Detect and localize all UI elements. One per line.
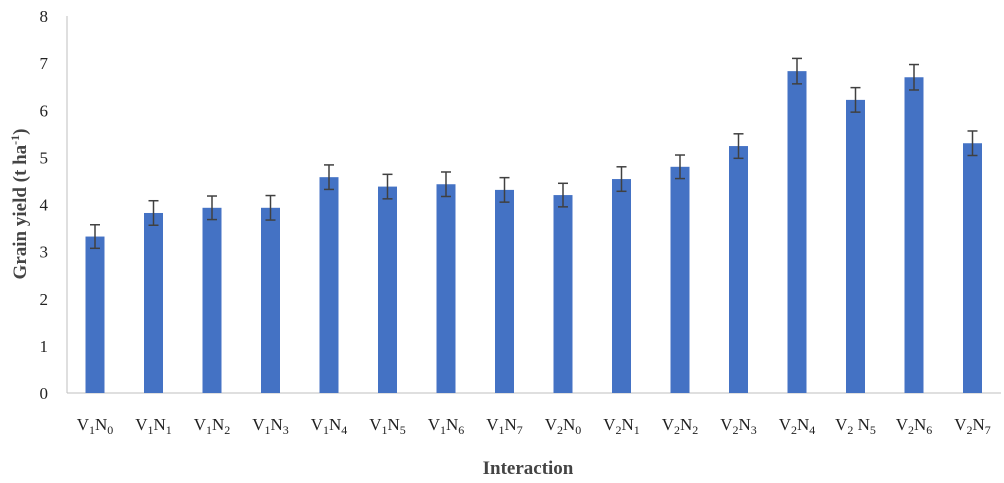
- bar: [963, 143, 982, 393]
- error-bar: [675, 154, 685, 180]
- bar: [85, 236, 105, 393]
- error-bar: [324, 164, 334, 191]
- error-bar: [90, 224, 100, 250]
- bar: [495, 189, 514, 393]
- y-axis-title: Grain yield (t ha-1): [8, 129, 31, 280]
- x-tick-label: V2N6: [896, 415, 933, 437]
- y-tick-label: 4: [40, 196, 49, 215]
- bar: [670, 166, 690, 393]
- bar: [553, 195, 573, 393]
- error-bar: [850, 86, 861, 113]
- y-tick-label: 5: [40, 148, 49, 167]
- x-tick-label: V1N0: [77, 415, 114, 437]
- x-tick-label: V1N3: [252, 415, 289, 437]
- x-tick-label: V2N0: [545, 415, 582, 437]
- error-bar: [265, 194, 276, 221]
- x-axis-title: Interaction: [483, 458, 574, 479]
- error-bar: [382, 173, 393, 200]
- bar: [261, 207, 280, 393]
- error-bar: [558, 182, 568, 208]
- x-tick-label: V2N1: [603, 415, 640, 437]
- y-tick-label: 1: [40, 337, 49, 356]
- y-tick-label: 6: [40, 101, 49, 120]
- x-tick-label: V1N6: [428, 415, 465, 437]
- x-tick-label: V2 N5: [835, 415, 876, 437]
- error-bars: [90, 57, 978, 250]
- bar: [436, 184, 456, 393]
- bar: [612, 179, 631, 393]
- bar: [729, 146, 748, 393]
- error-bar: [909, 63, 919, 91]
- y-axis-title-text: Grain yield (t ha-1): [8, 129, 31, 280]
- x-tick-label: V1N7: [486, 415, 523, 437]
- y-tick-label: 8: [40, 7, 49, 26]
- y-tick-labels: 0 1 2 3 4 5 6 7 8: [40, 7, 49, 403]
- bar: [378, 186, 397, 393]
- error-bar: [967, 130, 978, 157]
- bar: [319, 177, 339, 393]
- x-tick-label: V2N7: [954, 415, 991, 437]
- bar: [846, 99, 865, 393]
- bar: [904, 77, 924, 393]
- bar: [202, 207, 222, 393]
- error-bar: [207, 195, 217, 221]
- x-tick-label: V1N1: [135, 415, 172, 437]
- bar: [144, 212, 163, 393]
- error-bar: [499, 176, 510, 203]
- x-tick-label: V2N4: [779, 415, 816, 437]
- error-bar: [148, 199, 159, 226]
- bars: [85, 71, 982, 393]
- x-tick-label: V1N2: [194, 415, 231, 437]
- bar: [787, 71, 807, 393]
- x-tick-label: V1N5: [369, 415, 406, 437]
- x-tick-label: V2N3: [720, 415, 757, 437]
- error-bar: [616, 166, 627, 193]
- category-labels: V1N0 V1N1 V1N2 V1N3 V1N4 V1N5 V1N6 V1N7 V2N0 V2N1…: [77, 415, 991, 437]
- error-bar: [733, 133, 744, 160]
- x-tick-label: V1N4: [311, 415, 348, 437]
- error-bar: [792, 57, 802, 85]
- y-tick-label: 7: [40, 54, 49, 73]
- x-tick-label: V2N2: [662, 415, 699, 437]
- y-tick-label: 3: [40, 243, 49, 262]
- y-tick-label: 2: [40, 290, 49, 309]
- y-tick-label: 0: [40, 384, 49, 403]
- error-bar: [441, 171, 451, 198]
